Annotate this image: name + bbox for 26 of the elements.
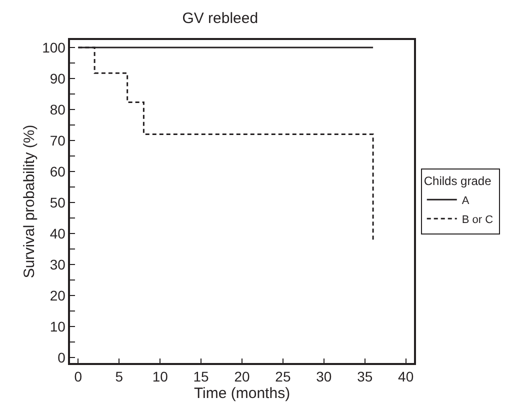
y-tick-label: 40 (50, 225, 66, 242)
x-tick-label: 40 (398, 368, 414, 385)
x-tick-label: 20 (234, 368, 250, 385)
y-tick-label: 50 (50, 194, 66, 210)
x-axis-title: Time (months) (194, 385, 290, 402)
y-tick-label: 70 (50, 132, 66, 148)
y-tick-label: 10 (50, 318, 66, 334)
y-tick-label: 20 (50, 287, 66, 304)
y-tick-label: 30 (50, 256, 66, 272)
y-tick-label: 90 (50, 70, 66, 86)
y-tick-label: 0 (58, 349, 66, 366)
legend-label: B or C (462, 214, 494, 226)
y-tick-label: 60 (50, 163, 66, 180)
x-tick-label: 25 (275, 368, 291, 385)
x-tick-label: 15 (193, 368, 210, 385)
y-tick-label: 80 (50, 101, 66, 118)
y-tick-label: 100 (42, 39, 66, 56)
x-tick-label: 5 (115, 368, 124, 385)
x-tick-label: 30 (316, 368, 332, 385)
legend-title: Childs grade (424, 174, 492, 188)
chart-title: GV rebleed (182, 10, 258, 27)
x-tick-label: 0 (74, 368, 82, 385)
y-axis-title: Survival probability (%) (20, 124, 38, 278)
x-tick-label: 10 (152, 368, 168, 385)
x-tick-label: 35 (357, 368, 373, 385)
legend-label: A (462, 194, 470, 207)
